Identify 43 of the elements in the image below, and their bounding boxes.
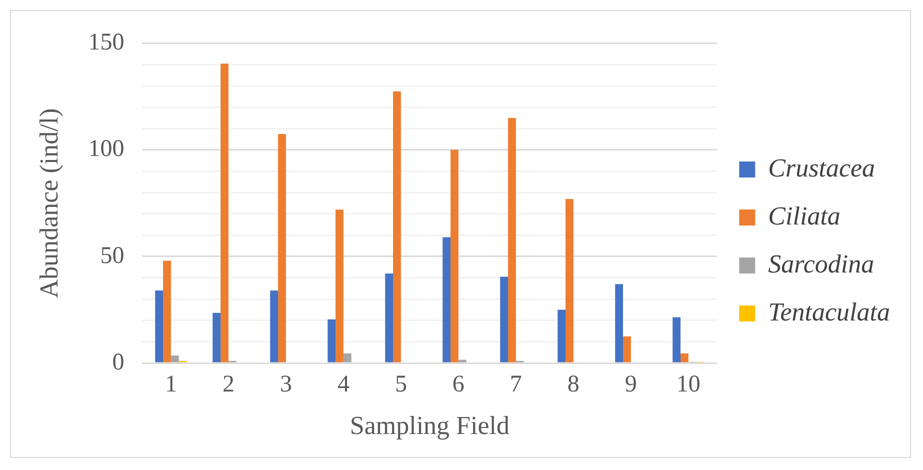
x-tick-label: 9 <box>624 372 637 398</box>
x-tick-label: 10 <box>676 372 700 398</box>
bar <box>615 284 624 362</box>
bar <box>343 353 352 362</box>
bar <box>623 336 631 362</box>
x-tick-label: 5 <box>394 372 407 398</box>
bar <box>220 64 228 362</box>
bar <box>155 290 164 362</box>
x-tick-label: 1 <box>164 372 177 398</box>
y-axis-title: Abundance (ind/l) <box>34 108 64 298</box>
bar <box>270 290 278 362</box>
legend-label: Tentaculata <box>768 297 890 326</box>
y-tick-label: 150 <box>88 30 124 56</box>
x-tick-label: 3 <box>280 372 292 398</box>
legend-label: Ciliata <box>768 201 840 230</box>
bar <box>680 353 688 362</box>
bar <box>500 276 508 362</box>
x-tick-label: 8 <box>567 372 580 398</box>
y-tick-label: 0 <box>112 349 124 376</box>
x-tick-label: 6 <box>452 372 464 398</box>
bar <box>328 319 336 362</box>
y-tick-label: 50 <box>100 242 124 269</box>
x-tick-label: 2 <box>222 372 234 398</box>
x-tick-label: 4 <box>337 372 350 398</box>
legend-label: Crustacea <box>768 153 876 182</box>
bar <box>508 118 516 362</box>
bar <box>336 210 344 362</box>
bar <box>393 91 401 362</box>
x-tick-label: 7 <box>510 372 522 398</box>
bar <box>163 260 171 362</box>
bar <box>558 310 566 362</box>
bar <box>672 317 681 362</box>
bar <box>385 274 394 362</box>
legend-label: Sarcodina <box>768 249 874 278</box>
bar <box>170 356 179 362</box>
bar <box>458 360 466 362</box>
bar <box>450 150 458 362</box>
bar <box>566 198 574 362</box>
y-tick-label: 100 <box>88 136 124 162</box>
bar <box>212 312 221 362</box>
x-axis-title: Sampling Field <box>350 411 510 440</box>
bar <box>442 237 451 362</box>
bar <box>278 134 286 362</box>
